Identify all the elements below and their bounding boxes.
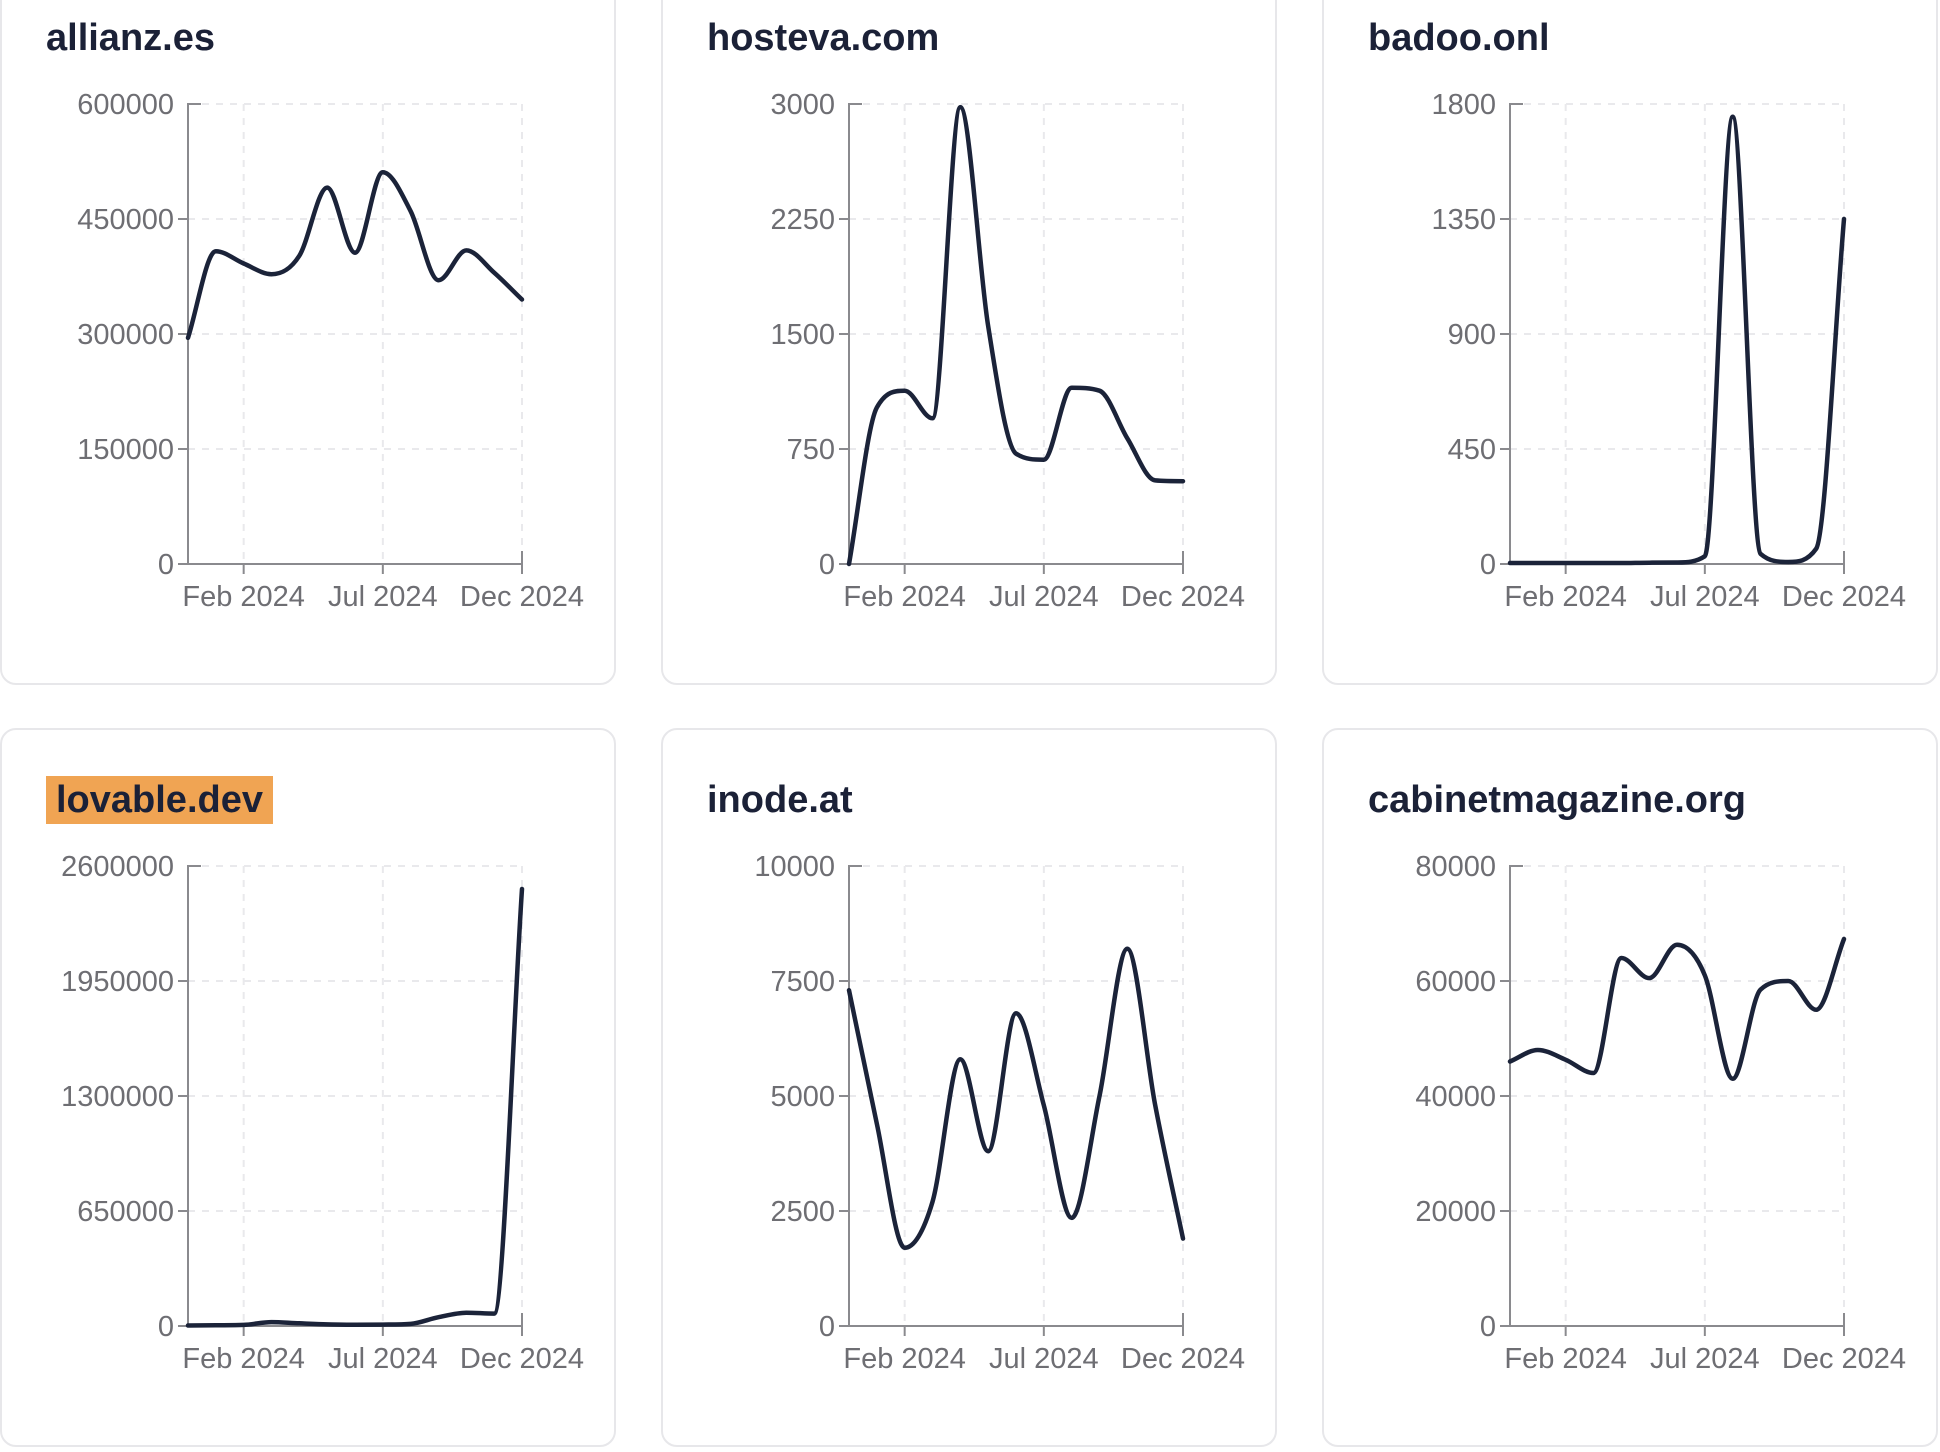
x-tick-label: Dec 2024 <box>1121 581 1245 613</box>
domain-card: badoo.onl 0 450 900 1350 1800 Feb 2024 Jul 202… <box>1322 0 1938 685</box>
card-title-row: cabinetmagazine.org <box>1324 778 1936 822</box>
series-line <box>1507 114 1847 566</box>
x-tick-label: Dec 2024 <box>1782 1343 1906 1375</box>
domain-title[interactable]: cabinetmagazine.org <box>1368 779 1746 821</box>
domain-title[interactable]: hosteva.com <box>707 17 940 59</box>
x-tick-label: Dec 2024 <box>460 581 584 613</box>
domain-title[interactable]: inode.at <box>707 779 853 821</box>
y-tick-label: 20000 <box>1415 1196 1496 1228</box>
x-tick-label: Jul 2024 <box>328 581 438 613</box>
x-tick-label: Jul 2024 <box>1650 1343 1760 1375</box>
chart-svg: 0 650000 1300000 1950000 2600000 Feb 2024 Jul … <box>61 851 584 1375</box>
x-tick-label: Feb 2024 <box>1504 581 1627 613</box>
y-tick-label: 60000 <box>1415 966 1496 998</box>
domain-title[interactable]: lovable.dev <box>46 776 273 824</box>
y-tick-label: 300000 <box>77 319 174 351</box>
series-line <box>185 886 525 1328</box>
domain-card: inode.at 0 2500 5000 7500 10000 Feb 2024 Jul 2… <box>661 728 1277 1447</box>
domain-card: allianz.es 0 150000 300000 450000 600000 Feb … <box>0 0 616 685</box>
card-title-row: inode.at <box>663 778 1275 822</box>
x-tick-label: Jul 2024 <box>989 1343 1099 1375</box>
y-tick-label: 0 <box>158 549 174 581</box>
x-tick-label: Feb 2024 <box>182 581 305 613</box>
y-tick-label: 150000 <box>77 434 174 466</box>
y-tick-label: 5000 <box>770 1081 835 1113</box>
y-tick-label: 1500 <box>770 319 835 351</box>
y-tick-label: 80000 <box>1415 851 1496 883</box>
chart-svg: 0 450 900 1350 1800 Feb 2024 Jul 2024 Dec 2024 <box>1431 89 1906 613</box>
y-tick-label: 0 <box>158 1311 174 1343</box>
series-line <box>1507 936 1847 1082</box>
chart-svg: 0 2500 5000 7500 10000 Feb 2024 Jul 2024 Dec 20… <box>754 851 1245 1375</box>
card-title-row: badoo.onl <box>1324 16 1936 60</box>
x-tick-label: Dec 2024 <box>1782 581 1906 613</box>
domain-title[interactable]: allianz.es <box>46 17 215 59</box>
x-tick-label: Feb 2024 <box>843 581 966 613</box>
x-tick-label: Jul 2024 <box>328 1343 438 1375</box>
y-tick-label: 600000 <box>77 89 174 121</box>
x-tick-label: Feb 2024 <box>1504 1343 1627 1375</box>
chart-svg: 0 20000 40000 60000 80000 Feb 2024 Jul 2024 Dec… <box>1415 851 1906 1375</box>
y-tick-label: 7500 <box>770 966 835 998</box>
domain-card: lovable.dev 0 650000 1300000 1950000 2600000… <box>0 728 616 1447</box>
x-tick-label: Feb 2024 <box>843 1343 966 1375</box>
y-tick-label: 0 <box>1480 549 1496 581</box>
y-tick-label: 450000 <box>77 204 174 236</box>
series-line <box>846 104 1186 567</box>
chart-svg: 0 150000 300000 450000 600000 Feb 2024 Jul 202… <box>77 89 584 613</box>
domain-title[interactable]: badoo.onl <box>1368 17 1550 59</box>
y-tick-label: 0 <box>819 549 835 581</box>
y-tick-label: 10000 <box>754 851 835 883</box>
y-tick-label: 40000 <box>1415 1081 1496 1113</box>
y-tick-label: 2250 <box>770 204 835 236</box>
x-tick-label: Dec 2024 <box>1121 1343 1245 1375</box>
y-tick-label: 3000 <box>770 89 835 121</box>
card-title-row: hosteva.com <box>663 16 1275 60</box>
domain-card: cabinetmagazine.org 0 20000 40000 60000 8000… <box>1322 728 1938 1447</box>
card-title-row: allianz.es <box>2 16 614 60</box>
series-line <box>185 169 525 341</box>
y-tick-label: 0 <box>819 1311 835 1343</box>
y-tick-label: 1350 <box>1431 204 1496 236</box>
y-tick-label: 1300000 <box>61 1081 174 1113</box>
y-tick-label: 900 <box>1448 319 1496 351</box>
y-tick-label: 1800 <box>1431 89 1496 121</box>
y-tick-label: 1950000 <box>61 966 174 998</box>
y-tick-label: 750 <box>787 434 835 466</box>
x-tick-label: Dec 2024 <box>460 1343 584 1375</box>
x-tick-label: Feb 2024 <box>182 1343 305 1375</box>
y-tick-label: 2600000 <box>61 851 174 883</box>
y-tick-label: 650000 <box>77 1196 174 1228</box>
y-tick-label: 450 <box>1448 434 1496 466</box>
y-tick-label: 2500 <box>770 1196 835 1228</box>
x-tick-label: Jul 2024 <box>1650 581 1760 613</box>
y-tick-label: 0 <box>1480 1311 1496 1343</box>
card-title-row: lovable.dev <box>2 776 614 824</box>
domain-card: hosteva.com 0 750 1500 2250 3000 Feb 2024 Jul … <box>661 0 1277 685</box>
chart-svg: 0 750 1500 2250 3000 Feb 2024 Jul 2024 Dec 2024 <box>770 89 1245 613</box>
x-tick-label: Jul 2024 <box>989 581 1099 613</box>
series-line <box>846 946 1186 1251</box>
